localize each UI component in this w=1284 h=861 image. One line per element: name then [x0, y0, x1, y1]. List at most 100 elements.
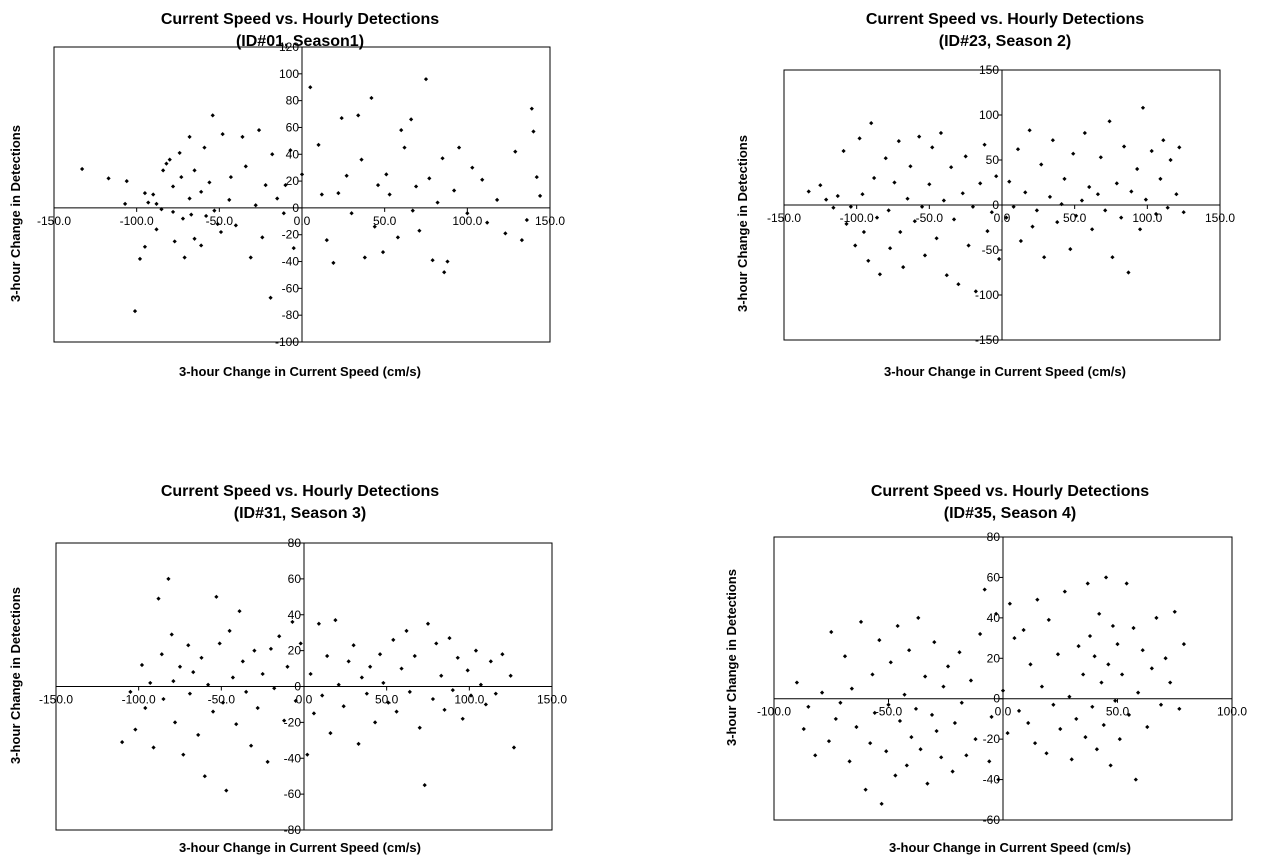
data-point: [320, 693, 325, 698]
data-point: [325, 653, 330, 659]
data-point: [349, 211, 354, 216]
data-point: [299, 172, 305, 177]
data-point: [872, 175, 877, 181]
data-point: [1131, 625, 1136, 631]
x-tick-label: -150.0: [39, 693, 73, 707]
data-point: [1005, 730, 1010, 736]
data-point: [210, 709, 216, 714]
data-point: [1115, 642, 1120, 647]
y-tick-label: 40: [286, 147, 300, 161]
y-tick-label: 40: [288, 608, 302, 622]
data-point: [1117, 737, 1122, 742]
data-point: [1094, 747, 1099, 752]
data-point: [217, 641, 222, 646]
data-point: [268, 295, 273, 300]
data-point: [473, 648, 479, 653]
data-point: [1085, 581, 1090, 586]
data-point: [252, 648, 257, 653]
data-point: [987, 759, 992, 764]
data-point: [934, 236, 939, 241]
data-point: [934, 728, 939, 734]
data-point: [1114, 181, 1119, 186]
x-tick-label: 0.0: [296, 693, 313, 707]
data-point: [182, 255, 187, 260]
data-point: [801, 726, 806, 732]
data-point: [308, 671, 313, 677]
x-tick-label: -50.0: [208, 693, 236, 707]
data-point: [1172, 609, 1177, 614]
data-point: [938, 130, 944, 136]
data-point: [1018, 238, 1023, 244]
chart-title: Current Speed vs. Hourly Detections: [865, 11, 1145, 28]
data-point: [866, 258, 871, 263]
data-point: [80, 166, 85, 172]
data-point: [237, 609, 242, 614]
y-tick-label: 60: [288, 572, 302, 586]
x-tick-label: 100.0: [452, 214, 482, 228]
data-point: [256, 128, 262, 133]
data-point: [1110, 255, 1115, 260]
data-point: [1113, 698, 1118, 703]
data-point: [1067, 694, 1072, 699]
data-point: [945, 664, 951, 669]
data-point: [508, 673, 513, 678]
y-tick-label: 80: [286, 94, 300, 108]
chart-title: Current Speed vs. Hourly Detections: [160, 11, 440, 28]
data-point: [950, 769, 955, 774]
y-axis-label: 3-hour Change in Detections: [724, 569, 739, 746]
data-point: [1103, 575, 1109, 580]
data-point: [952, 720, 958, 726]
data-point: [430, 258, 435, 263]
data-point: [1044, 751, 1049, 756]
data-point: [1021, 627, 1026, 633]
data-point: [930, 145, 935, 150]
data-point: [181, 752, 186, 757]
y-tick-label: 0: [292, 201, 299, 215]
scatter-plot: -60 -40 -20 0 20 40 60 80 -100.0 -50.0 0.0 50.0 100.…: [757, 530, 1247, 827]
x-tick-label: 0.0: [994, 211, 1011, 225]
data-point: [1083, 735, 1088, 740]
data-point: [488, 659, 493, 664]
data-point: [978, 181, 983, 186]
data-point: [161, 168, 166, 173]
data-point: [929, 712, 935, 717]
data-point: [186, 643, 191, 648]
chart-subtitle: (ID#31, Season 3): [233, 505, 367, 522]
data-point: [913, 706, 919, 711]
x-tick-label: 50.0: [1106, 705, 1130, 719]
data-point: [1149, 666, 1154, 671]
data-point: [220, 132, 225, 137]
data-point: [351, 643, 356, 648]
data-point: [435, 200, 440, 205]
data-point: [402, 145, 407, 150]
y-tick-label: -100: [975, 288, 999, 302]
data-point: [1087, 633, 1093, 639]
data-point: [1030, 224, 1035, 229]
data-point: [359, 157, 364, 162]
data-point: [277, 634, 282, 639]
data-point: [253, 203, 258, 208]
data-point: [207, 180, 212, 185]
data-point: [133, 727, 138, 732]
data-point: [333, 618, 338, 623]
data-point: [1004, 215, 1009, 220]
data-point: [863, 787, 868, 792]
data-point: [1007, 179, 1012, 184]
data-point: [1023, 190, 1028, 195]
x-tick-label: -50.0: [875, 705, 903, 719]
data-point: [996, 256, 1002, 262]
data-point: [122, 201, 128, 206]
data-point: [925, 781, 930, 786]
data-point: [220, 700, 226, 705]
data-point: [1039, 684, 1045, 689]
data-point: [372, 224, 377, 229]
data-point: [434, 641, 439, 646]
y-tick-label: -20: [282, 228, 300, 242]
data-point: [985, 229, 990, 234]
data-point: [847, 759, 852, 764]
data-point: [932, 640, 937, 645]
data-point: [956, 282, 961, 287]
x-tick-label: -100.0: [840, 211, 874, 225]
data-point: [1126, 712, 1132, 717]
x-tick-label: -100.0: [122, 693, 156, 707]
